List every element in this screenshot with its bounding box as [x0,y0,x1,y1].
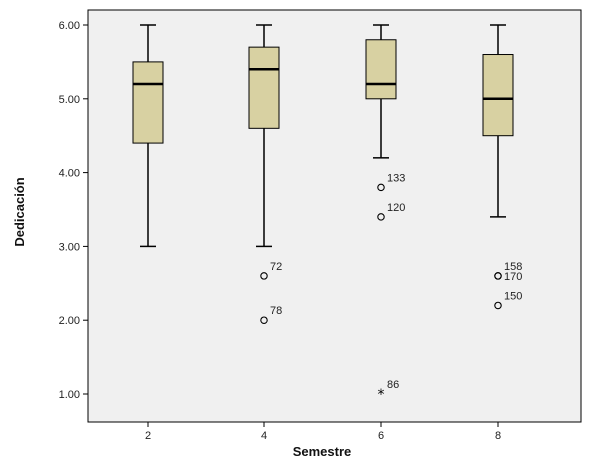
y-tick-label: 3.00 [59,241,80,253]
box [132,61,164,144]
outlier-label: 78 [270,305,282,317]
outlier-point [377,213,385,221]
outlier-label: 72 [270,261,282,273]
outlier-label: 120 [387,202,405,214]
y-tick-label: 5.00 [59,94,80,106]
box-group: 133 120 *86 [365,24,405,403]
y-tick-label: 2.00 [59,315,80,327]
x-tick-label: 2 [145,430,151,442]
y-axis-title: Dedicación [12,177,27,246]
extreme-outlier-star: * [378,387,385,403]
x-axis-title: Semestre [293,444,352,459]
y-tick-label: 1.00 [59,389,80,401]
outlier-label: 133 [387,172,405,184]
outlier-label: 158 [504,261,522,273]
outlier-point [494,272,502,280]
outlier-label: 150 [504,290,522,302]
box [365,39,397,100]
x-tick-label: 6 [378,430,384,442]
box [482,54,514,137]
outlier-label: 170 [504,271,522,283]
y-tick-label: 6.00 [59,20,80,32]
outlier-point [377,183,385,192]
x-axis: 2 4 6 8 [145,422,501,442]
outlier-point [494,301,502,310]
outlier-point [260,272,268,280]
box [248,46,280,129]
outlier-label: 86 [387,379,399,391]
box-group [132,24,164,248]
box-group: 72 78 [248,24,282,324]
y-axis: 1.00 2.00 3.00 4.00 5.00 6.00 [59,20,88,401]
outlier-point [260,316,268,324]
x-tick-label: 4 [261,430,267,442]
y-tick-label: 4.00 [59,168,80,180]
x-tick-label: 8 [495,430,501,442]
